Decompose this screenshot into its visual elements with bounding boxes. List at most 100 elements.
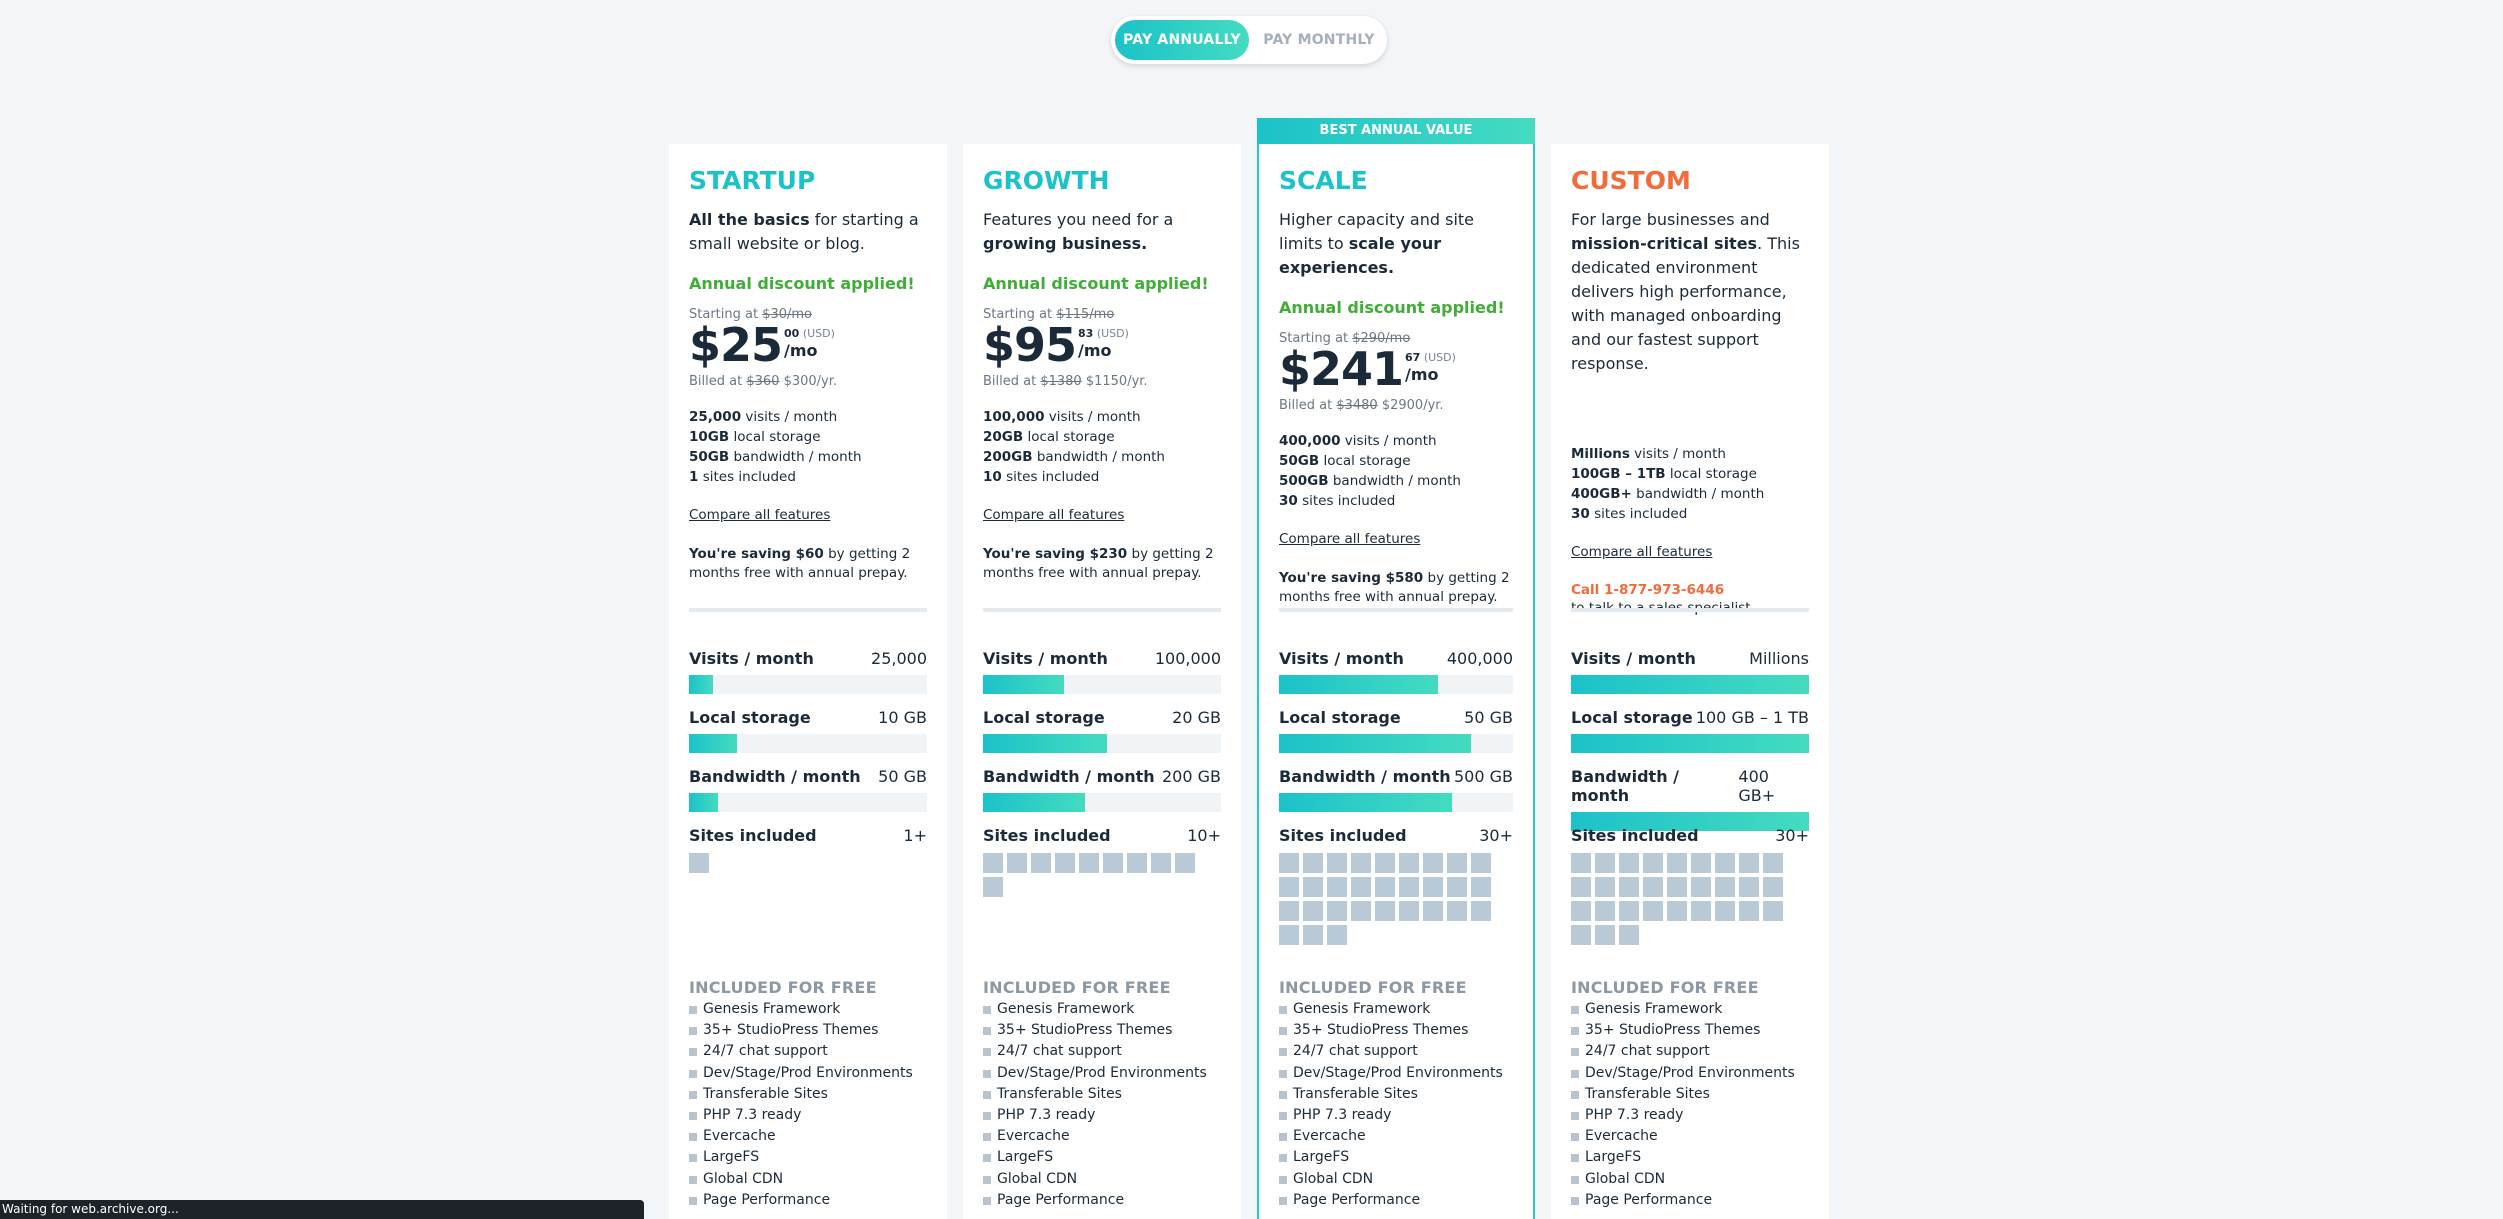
spec-value: 400,000: [1279, 433, 1341, 449]
meter-label: Visits / month: [1571, 649, 1696, 668]
site-box: [1643, 901, 1663, 921]
site-box: [1595, 877, 1615, 897]
included-item: Global CDN: [1279, 1169, 1513, 1190]
spec-line: 20GB local storage: [983, 427, 1221, 447]
best-value-banner: BEST ANNUAL VALUE: [1257, 118, 1535, 144]
divider: [983, 608, 1221, 612]
compare-features-link[interactable]: Compare all features: [1279, 531, 1421, 547]
new-annual-price: $2900/yr.: [1377, 398, 1444, 413]
site-box: [1763, 877, 1783, 897]
starting-price: Starting at $115/mo: [983, 307, 1221, 322]
old-annual-price: $3480: [1336, 398, 1378, 413]
included-item: Evercache: [1571, 1126, 1809, 1147]
plan-name: STARTUP: [689, 166, 816, 195]
old-monthly-price: $290/mo: [1352, 331, 1411, 346]
currency-label: (USD): [1093, 327, 1129, 340]
site-box: [1351, 853, 1371, 873]
price-amount: $241: [1279, 342, 1404, 396]
included-item: Genesis Framework: [1571, 999, 1809, 1020]
site-box: [689, 853, 709, 873]
meter-header: Bandwidth / month 50 GB: [689, 767, 927, 786]
site-box: [1447, 901, 1467, 921]
plan-name: SCALE: [1279, 166, 1368, 195]
starting-prefix: Starting at: [983, 307, 1057, 322]
included-for-free: INCLUDED FOR FREE Genesis Framework 35+ St…: [689, 978, 927, 1211]
savings-text: by getting 2 months free with annual pre…: [689, 546, 911, 581]
spec-value: 25,000: [689, 409, 742, 425]
meter-bar-fill: [1279, 734, 1471, 753]
site-box: [1667, 877, 1687, 897]
included-item: Transferable Sites: [1279, 1084, 1513, 1105]
included-title: INCLUDED FOR FREE: [1279, 978, 1467, 997]
spec-line: 50GB bandwidth / month: [689, 447, 927, 467]
price: $241 67 (USD)/mo: [1279, 346, 1513, 392]
meter-header: Sites included 1+: [689, 826, 927, 845]
spec-label: bandwidth / month: [1631, 486, 1765, 502]
pay-monthly-button[interactable]: PAY MONTHLY: [1263, 32, 1375, 48]
sales-phone-link[interactable]: Call 1-877-973-6446: [1571, 582, 1725, 598]
billed-price: Billed at $1380 $1150/yr.: [983, 374, 1221, 389]
spec-value: 100,000: [983, 409, 1045, 425]
included-item: Evercache: [983, 1126, 1221, 1147]
meter-visits: Visits / month Millions: [1571, 649, 1809, 705]
meter-value: Millions: [1749, 649, 1809, 668]
included-item: Global CDN: [983, 1169, 1221, 1190]
meter-value: 50 GB: [878, 767, 927, 786]
cents-value: 83: [1078, 327, 1094, 340]
price-suffix: 83 (USD)/mo: [1076, 322, 1129, 360]
spec-value: 20GB: [983, 429, 1024, 445]
plan-description: For large businesses and mission-critica…: [1571, 208, 1809, 376]
plan-card-custom: CUSTOM For large businesses and mission-c…: [1551, 144, 1829, 1219]
spec-line: 30 sites included: [1571, 504, 1809, 524]
site-box: [1739, 877, 1759, 897]
site-box: [1691, 853, 1711, 873]
plan-description: Higher capacity and site limits to scale…: [1279, 208, 1513, 280]
compare-features-link[interactable]: Compare all features: [689, 507, 831, 523]
meter-visits: Visits / month 25,000: [689, 649, 927, 705]
spec-line: 10 sites included: [983, 467, 1221, 487]
site-box: [1103, 853, 1123, 873]
discount-notice: Annual discount applied!: [1279, 298, 1505, 317]
billed-price: Billed at $360 $300/yr.: [689, 374, 927, 389]
price-cents: 00 (USD): [784, 322, 835, 342]
meter-bar-fill: [1279, 675, 1439, 694]
included-list: Genesis Framework 35+ StudioPress Themes 2…: [983, 999, 1221, 1211]
meter-value: 30+: [1479, 826, 1513, 845]
pay-annually-button[interactable]: PAY ANNUALLY: [1115, 20, 1249, 60]
included-item: 24/7 chat support: [1279, 1041, 1513, 1062]
site-box: [1327, 901, 1347, 921]
old-annual-price: $1380: [1040, 374, 1082, 389]
meter-bar-fill: [689, 793, 718, 812]
included-item: Genesis Framework: [689, 999, 927, 1020]
site-box: [1471, 877, 1491, 897]
meter-visits: Visits / month 100,000: [983, 649, 1221, 705]
compare-features-link[interactable]: Compare all features: [983, 507, 1125, 523]
compare-features-link[interactable]: Compare all features: [1571, 544, 1713, 560]
meter-header: Visits / month 400,000: [1279, 649, 1513, 668]
meter-bar-track: [1279, 793, 1513, 812]
meter-bandwidth: Bandwidth / month 50 GB: [689, 767, 927, 823]
meter-header: Sites included 30+: [1571, 826, 1809, 845]
included-item: 24/7 chat support: [983, 1041, 1221, 1062]
meter-sites: Sites included 30+: [1279, 826, 1513, 945]
included-item: 24/7 chat support: [1571, 1041, 1809, 1062]
included-item: Global CDN: [1571, 1169, 1809, 1190]
site-box: [1619, 901, 1639, 921]
included-for-free: INCLUDED FOR FREE Genesis Framework 35+ St…: [983, 978, 1221, 1211]
spec-label: bandwidth / month: [1328, 473, 1461, 489]
spec-line: 30 sites included: [1279, 491, 1513, 511]
billed-prefix: Billed at: [689, 374, 747, 389]
meter-value: 400 GB+: [1738, 767, 1776, 805]
included-item: Genesis Framework: [1279, 999, 1513, 1020]
meter-label: Local storage: [1279, 708, 1401, 727]
meter-bandwidth: Bandwidth / month 200 GB: [983, 767, 1221, 823]
included-item: Global CDN: [689, 1169, 927, 1190]
spec-label: local storage: [1319, 453, 1411, 469]
site-box: [1471, 853, 1491, 873]
site-box: [1399, 901, 1419, 921]
meter-bar-track: [689, 675, 927, 694]
spec-line: 500GB bandwidth / month: [1279, 471, 1513, 491]
meter-value: 100,000: [1154, 649, 1221, 668]
new-annual-price: $300/yr.: [779, 374, 838, 389]
old-monthly-price: $115/mo: [1056, 307, 1115, 322]
